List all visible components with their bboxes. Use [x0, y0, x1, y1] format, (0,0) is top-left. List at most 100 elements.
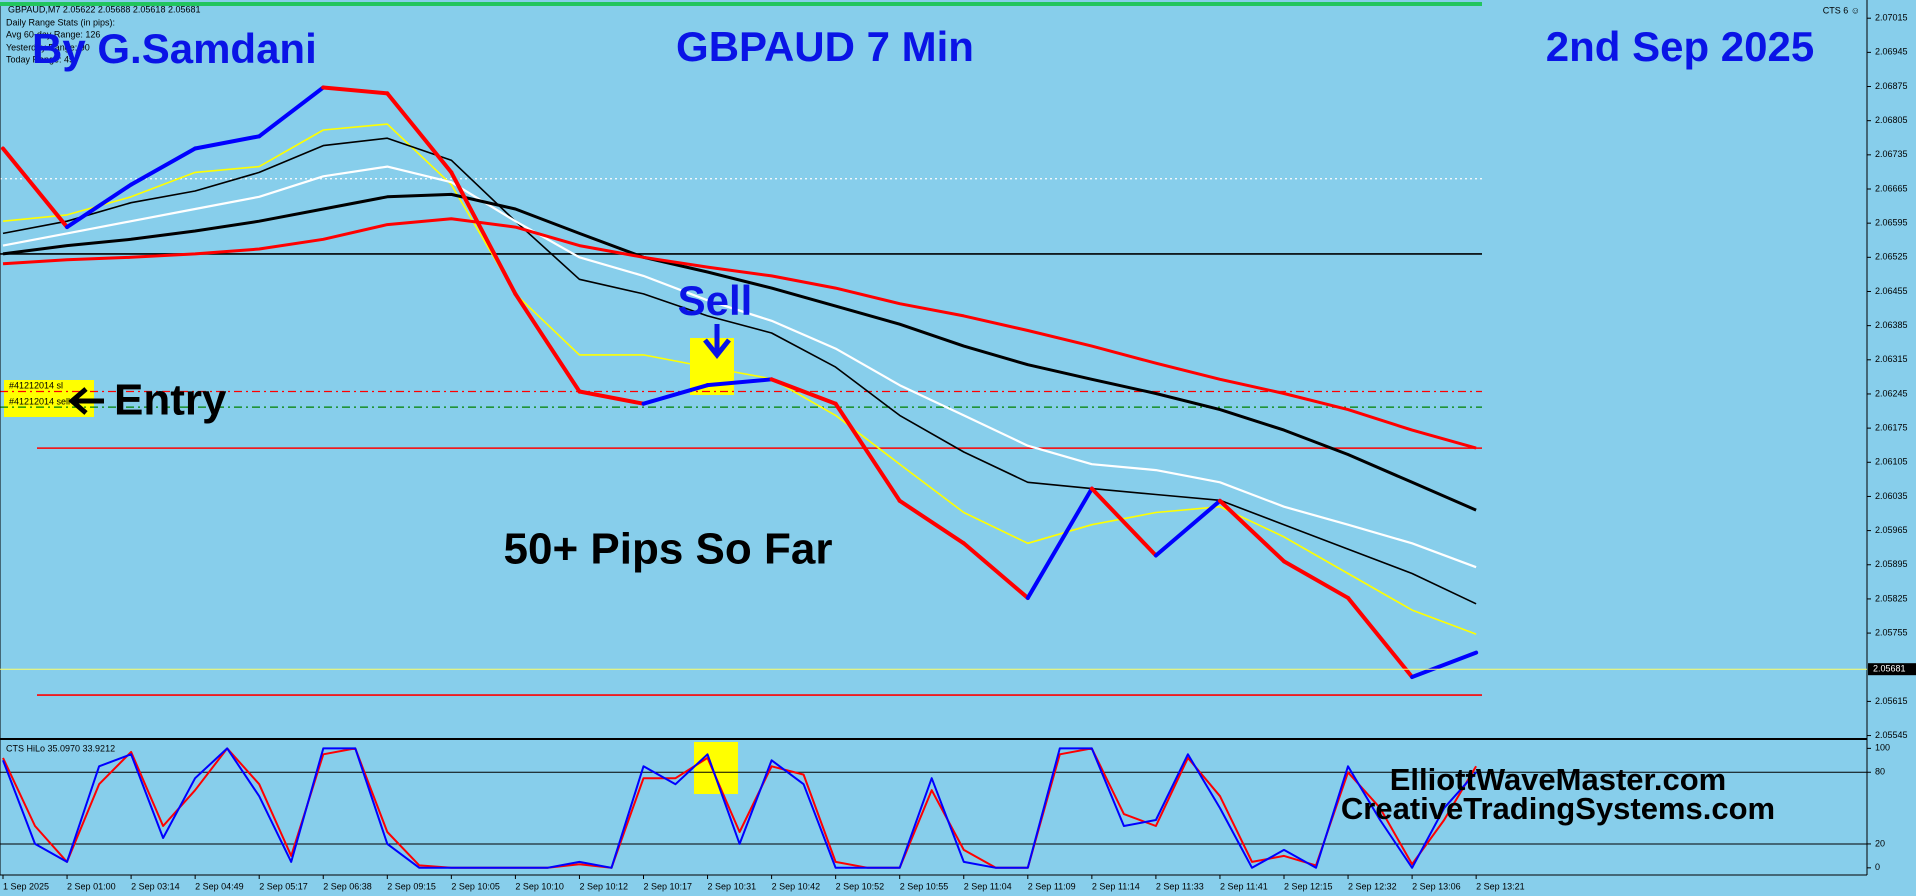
indicator-title: CTS HiLo 35.0970 33.9212	[6, 743, 115, 753]
y-tick-label: 0	[1875, 862, 1880, 872]
x-tick-label: 2 Sep 11:09	[1028, 881, 1076, 891]
y-tick-label: 80	[1875, 767, 1885, 777]
entry-arrow	[68, 387, 104, 415]
x-tick-label: 2 Sep 13:21	[1476, 881, 1525, 891]
y-tick-label: 2.06245	[1875, 388, 1908, 398]
y-tick-label: 2.06175	[1875, 422, 1908, 432]
y-tick-label: 2.05755	[1875, 627, 1908, 637]
y-tick-label: 2.05615	[1875, 696, 1908, 706]
indicator-label: CTS 6 ☺	[1823, 5, 1860, 15]
y-tick-label: 2.06385	[1875, 320, 1908, 330]
info-line: GBPAUD,M7 2.05622 2.05688 2.05618 2.0568…	[8, 4, 200, 14]
moving-average	[2, 137, 1477, 605]
moving-average	[2, 192, 1477, 512]
price-segment	[321, 85, 390, 96]
price-segment	[769, 377, 838, 406]
y-tick-label: 2.06665	[1875, 183, 1908, 193]
x-tick-label: 2 Sep 12:32	[1348, 881, 1397, 891]
info-line: Yesterday Range: 90	[6, 42, 90, 52]
price-segment	[449, 170, 518, 296]
y-tick-label: 2.06525	[1875, 252, 1908, 262]
y-tick-label: 2.06735	[1875, 149, 1908, 159]
price-segment	[705, 377, 774, 388]
highlight-box	[694, 742, 738, 794]
price-segment	[833, 401, 902, 503]
price-segment	[1282, 559, 1351, 600]
x-tick-label: 2 Sep 10:05	[451, 881, 500, 891]
date: 2nd Sep 2025	[1546, 23, 1814, 70]
price-segment	[1089, 486, 1158, 558]
x-tick-label: 2 Sep 11:33	[1156, 881, 1204, 891]
x-tick-label: 2 Sep 05:17	[259, 881, 308, 891]
x-tick-label: 2 Sep 10:42	[772, 881, 821, 891]
x-tick-label: 2 Sep 10:52	[836, 881, 885, 891]
order-label: #41212014 sell	[9, 396, 70, 406]
x-tick-label: 2 Sep 10:55	[900, 881, 949, 891]
x-tick-label: 2 Sep 04:49	[195, 881, 244, 891]
price-segment	[961, 541, 1030, 600]
price-segment	[897, 498, 966, 546]
x-tick-label: 2 Sep 11:04	[964, 881, 1012, 891]
price-segment	[1153, 498, 1222, 558]
y-tick-label: 2.06035	[1875, 491, 1908, 501]
order-label: #41212014 sl	[9, 380, 63, 390]
price-segment	[513, 291, 582, 394]
y-tick-label: 2.06595	[1875, 218, 1908, 228]
x-tick-label: 2 Sep 10:10	[515, 881, 564, 891]
entry-label: Entry	[114, 376, 227, 425]
oscillator-line	[2, 747, 1477, 869]
y-tick-label: 2.05895	[1875, 559, 1908, 569]
website: ElliottWaveMaster.com	[1390, 762, 1727, 797]
y-tick-label: 2.06875	[1875, 81, 1908, 91]
last-price-label: 2.05681	[1873, 664, 1906, 674]
x-tick-label: 2 Sep 10:31	[708, 881, 757, 891]
price-segment	[641, 383, 710, 406]
price-segment	[193, 134, 262, 151]
price-segment	[65, 182, 134, 230]
y-tick-label: 2.05545	[1875, 730, 1908, 740]
x-tick-label: 2 Sep 03:14	[131, 881, 180, 891]
price-segment	[129, 146, 198, 187]
x-tick-label: 2 Sep 06:38	[323, 881, 372, 891]
y-tick-label: 2.05825	[1875, 593, 1908, 603]
x-tick-label: 2 Sep 10:17	[644, 881, 693, 891]
x-tick-label: 2 Sep 12:15	[1284, 881, 1333, 891]
y-tick-label: 20	[1875, 838, 1885, 848]
oscillator-line	[2, 747, 1477, 869]
x-tick-label: 1 Sep 2025	[3, 881, 49, 891]
x-tick-label: 2 Sep 01:00	[67, 881, 116, 891]
x-tick-label: 2 Sep 11:41	[1220, 881, 1268, 891]
price-segment	[1346, 595, 1415, 679]
price-segment	[577, 389, 646, 406]
y-tick-label: 2.06805	[1875, 115, 1908, 125]
y-tick-label: 2.06945	[1875, 47, 1908, 57]
author: By G.Samdani	[32, 25, 317, 72]
price-segment	[1, 146, 70, 230]
pips-label: 50+ Pips So Far	[504, 525, 833, 574]
x-tick-label: 2 Sep 11:14	[1092, 881, 1140, 891]
y-tick-label: 2.07015	[1875, 13, 1908, 23]
website: CreativeTradingSystems.com	[1341, 791, 1775, 826]
x-tick-label: 2 Sep 13:06	[1412, 881, 1461, 891]
y-tick-label: 2.06455	[1875, 286, 1908, 296]
price-segment	[1025, 486, 1094, 600]
plot-area	[0, 85, 1482, 696]
x-tick-label: 2 Sep 10:12	[579, 881, 628, 891]
y-tick-label: 2.05965	[1875, 525, 1908, 535]
moving-average	[2, 165, 1477, 569]
price-segment	[1217, 498, 1286, 564]
y-tick-label: 2.06105	[1875, 457, 1908, 467]
chart-title: GBPAUD 7 Min	[676, 23, 974, 70]
moving-average	[2, 217, 1477, 450]
price-segment	[257, 85, 326, 139]
x-tick-label: 2 Sep 09:15	[387, 881, 436, 891]
info-line: Today Range: 49	[6, 54, 74, 64]
info-line: Avg 60-day Range: 126	[6, 29, 100, 39]
sell-arrow	[703, 324, 731, 360]
price-segment	[1410, 650, 1479, 679]
y-tick-label: 2.06315	[1875, 354, 1908, 364]
price-segment	[385, 91, 454, 175]
top-bar	[0, 2, 1482, 6]
sell-label: Sell	[678, 277, 753, 324]
